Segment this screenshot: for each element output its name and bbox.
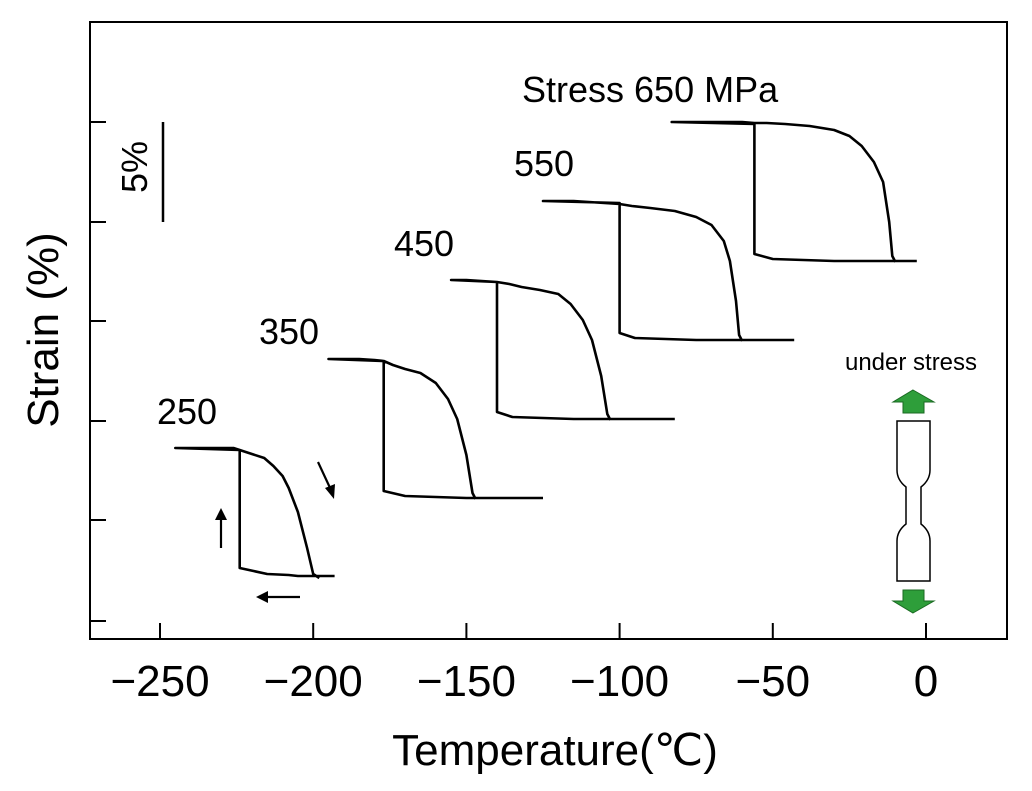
series-label-350: 350 [259,311,319,352]
series-line-450 [449,278,675,421]
plot-frame [89,21,1008,640]
x-tick-label: −250 [110,657,209,706]
stress-arrow-down-icon [891,589,936,614]
x-tick-label: −150 [417,657,516,706]
series-label-250: 250 [157,391,217,432]
series-curves [174,120,917,580]
under-stress-label: under stress [845,349,977,376]
series-line-550 [541,199,795,342]
x-axis-ticks [159,623,927,639]
series-label-550: 550 [514,143,574,184]
stress-arrow-up-icon [891,389,936,414]
y-axis-ticks [90,121,106,622]
arrow-cooling-left-icon [256,591,300,603]
y-axis-label: Strain (%) [19,232,68,428]
x-axis-label: Temperature(℃) [392,726,718,775]
scale-bar-label: 5% [114,141,155,193]
x-tick-label: −50 [735,657,810,706]
x-tick-label: −100 [570,657,669,706]
x-axis-tick-labels: −250 −200 −150 −100 −50 0 [110,657,938,706]
series-line-350 [327,357,543,500]
x-tick-label: 0 [914,657,938,706]
x-tick-label: −200 [264,657,363,706]
series-line-650 [670,120,917,263]
series-label-450: 450 [394,223,454,264]
tensile-specimen-icon [891,389,936,614]
chart-title: Stress 650 MPa [522,69,779,110]
series-line-250 [174,446,335,580]
arrow-up-icon [215,508,227,548]
arrow-heating-down-icon [317,461,335,499]
